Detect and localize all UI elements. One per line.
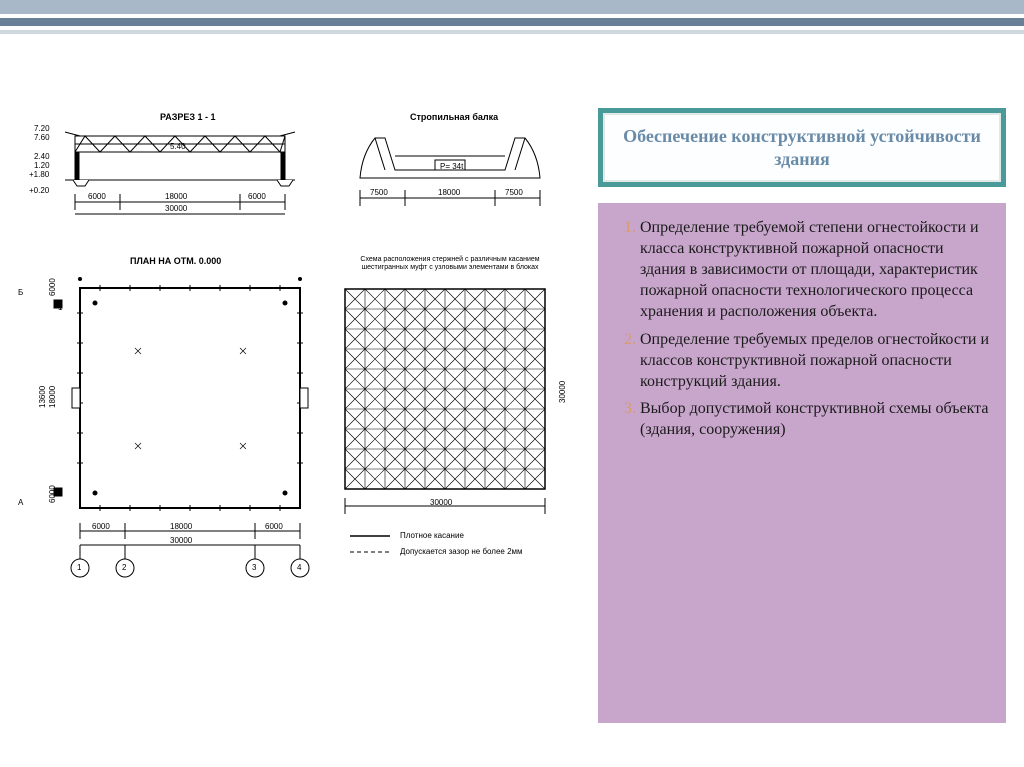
plan-axis-a: А (18, 498, 23, 507)
beam-span-1: 18000 (438, 188, 460, 197)
grid-side-b: 30000 (430, 498, 452, 507)
beam-svg (340, 124, 560, 224)
list-item: Определение требуемой степени огнестойко… (640, 217, 990, 323)
span-1: 18000 (165, 192, 187, 201)
plan-h-1: 18000 (170, 522, 192, 531)
elev-0: 7.20 (34, 124, 50, 133)
span-0: 6000 (88, 192, 106, 201)
span-2: 6000 (248, 192, 266, 201)
plan-svg (40, 273, 320, 593)
mid-label: 5.40 (170, 142, 186, 151)
numbered-list: Определение требуемой степени огнестойко… (614, 217, 990, 440)
total-span: 30000 (165, 204, 187, 213)
plan-axis-4: 4 (297, 563, 301, 572)
plan-v-1: 18000 (48, 386, 57, 408)
plan-axis-2: 2 (122, 563, 126, 572)
plan-v-2: 6000 (48, 485, 57, 503)
beam-title: Стропильная балка (410, 112, 498, 122)
beam-span-0: 7500 (370, 188, 388, 197)
plan-h-total: 30000 (170, 536, 192, 545)
title-box: Обеспечение конструктивной устойчивости … (598, 108, 1006, 187)
elev-5: +0.20 (29, 186, 49, 195)
header-bar-2 (0, 18, 1024, 26)
header-bar-3 (0, 30, 1024, 34)
plan-axis-b: Б (18, 288, 23, 297)
section-title: РАЗРЕЗ 1 - 1 (160, 112, 216, 122)
elev-4: +1.80 (29, 170, 49, 179)
plan-row-1: 1 (58, 303, 62, 312)
elev-3: 1.20 (34, 161, 50, 170)
elev-2: 2.40 (34, 152, 50, 161)
grid-side-r: 30000 (558, 381, 567, 403)
plan-axis-3: 3 (252, 563, 256, 572)
beam-load: P= 34t (440, 162, 463, 171)
list-item: Выбор допустимой конструктивной схемы об… (640, 398, 990, 440)
list-item: Определение требуемых пределов огнестойк… (640, 329, 990, 392)
plan-axis-1: 1 (77, 563, 81, 572)
legend-solid: Плотное касание (400, 531, 464, 540)
plan-h-0: 6000 (92, 522, 110, 531)
drawing-panel: РАЗРЕЗ 1 - 1 (0, 38, 578, 767)
beam-span-2: 7500 (505, 188, 523, 197)
engineering-drawing: РАЗРЕЗ 1 - 1 (10, 108, 570, 628)
main-content: РАЗРЕЗ 1 - 1 (0, 38, 1024, 767)
elev-1: 7.60 (34, 133, 50, 142)
text-panel: Обеспечение конструктивной устойчивости … (578, 38, 1024, 767)
plan-h-2: 6000 (265, 522, 283, 531)
legend-dash: Допускается зазор не более 2мм (400, 547, 523, 556)
plan-title: ПЛАН НА ОТМ. 0.000 (130, 256, 221, 266)
header-bar-1 (0, 0, 1024, 14)
grid-caption: Схема расположения стержней с различным … (340, 256, 560, 271)
plan-v-total: 13600 (38, 386, 47, 408)
body-box: Определение требуемой степени огнестойко… (598, 203, 1006, 723)
plan-v-0: 6000 (48, 278, 57, 296)
